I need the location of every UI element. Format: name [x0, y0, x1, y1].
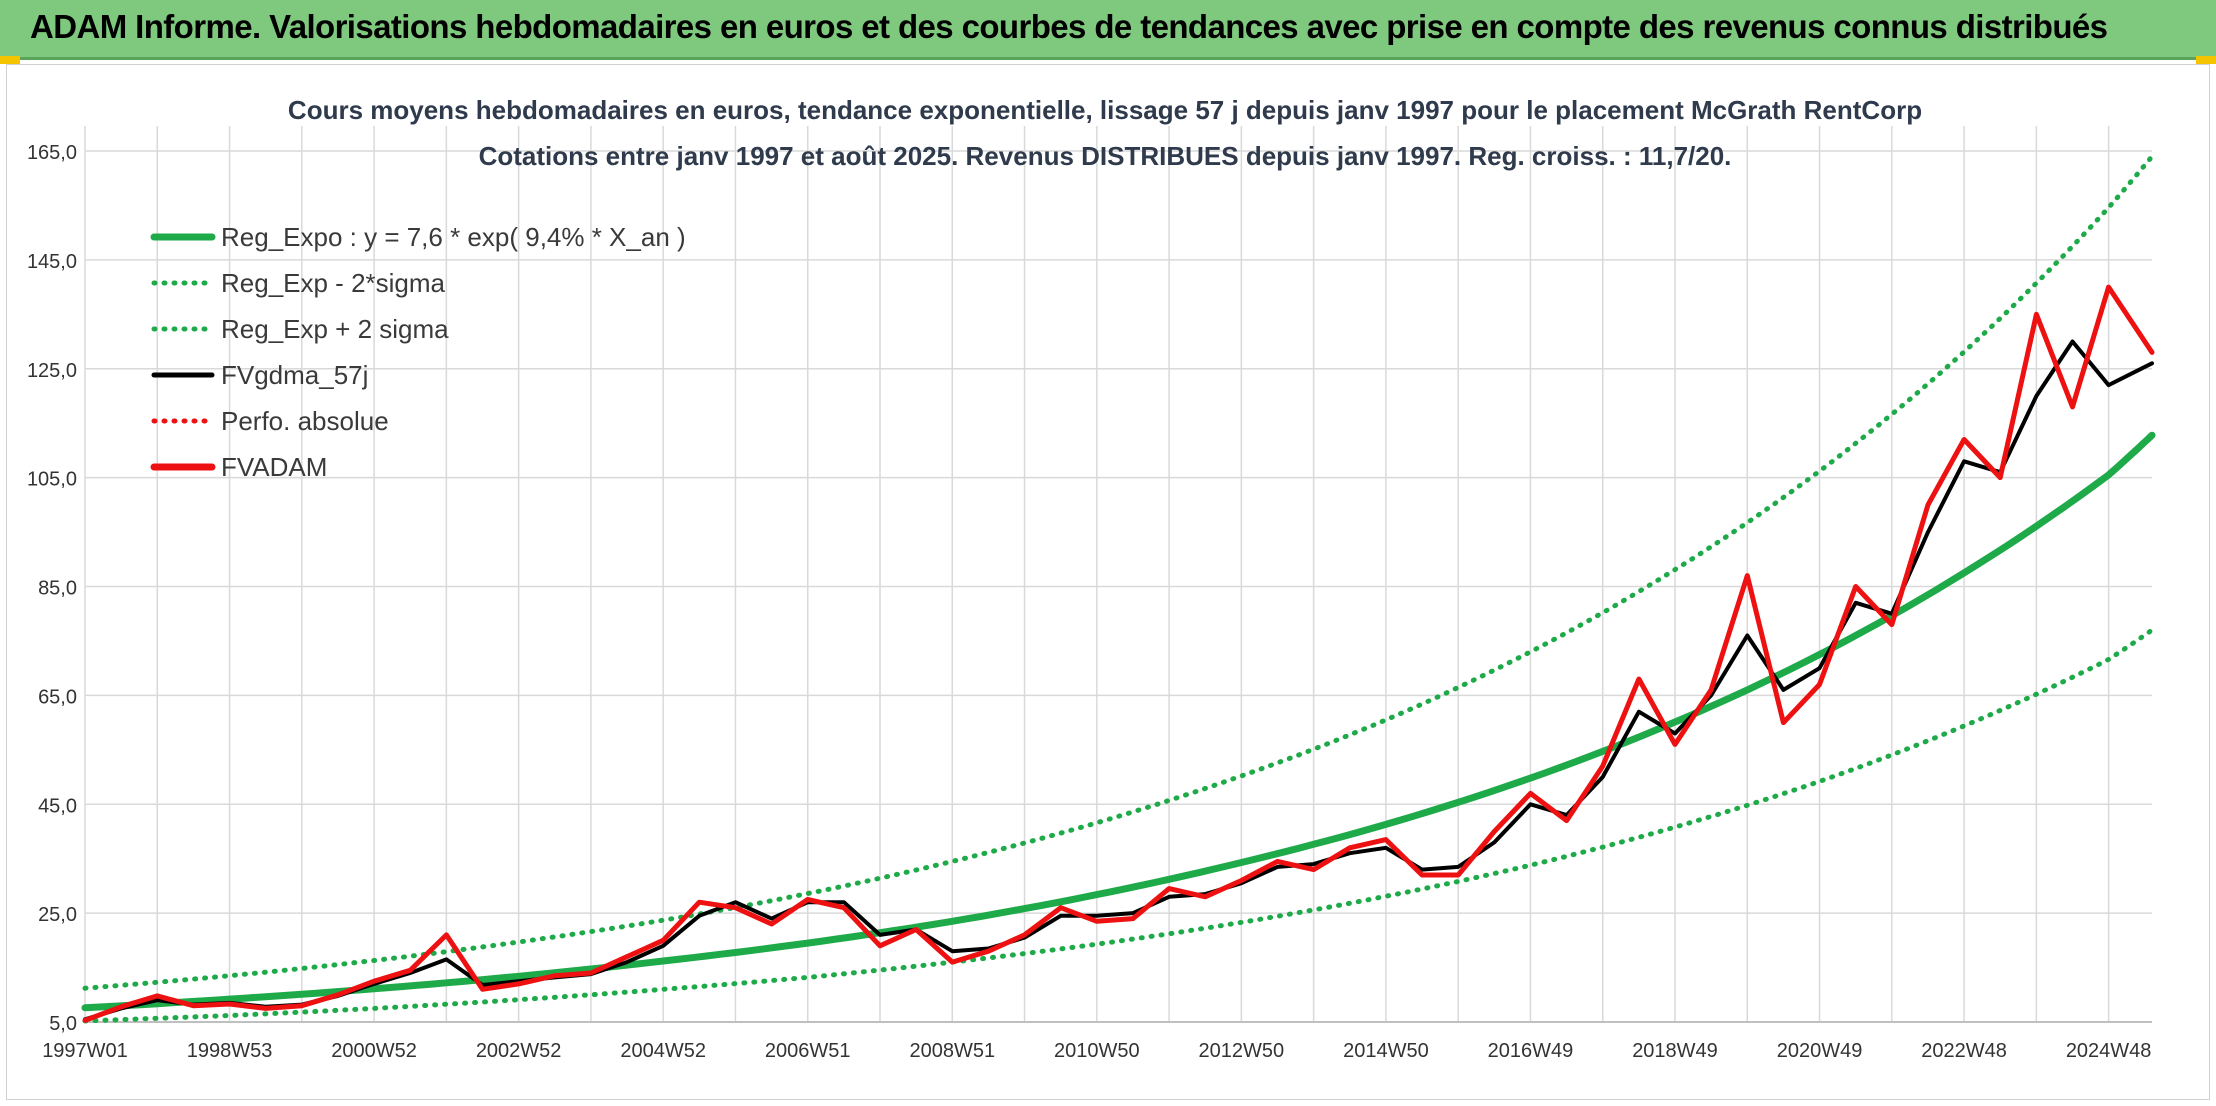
x-tick-label: 2012W50 — [1199, 1040, 1285, 1062]
x-tick-label: 2004W52 — [620, 1040, 706, 1062]
y-tick-label: 65,0 — [38, 686, 77, 708]
x-tick-label: 1998W53 — [187, 1040, 273, 1062]
grid-layer — [84, 126, 2152, 1023]
corner-marker-right — [2196, 56, 2216, 64]
chart-frame — [6, 64, 2210, 1100]
series-layer — [81, 153, 2156, 1024]
corner-marker-left — [0, 56, 20, 64]
x-tick-label: 2008W51 — [909, 1040, 995, 1062]
legend-label: Reg_Exp + 2 sigma — [221, 314, 449, 344]
legend-label: FVgdma_57j — [221, 360, 368, 390]
x-tick-label: 1997W01 — [42, 1040, 128, 1062]
fvadam-line — [82, 284, 2155, 1023]
reg-exp-minus-2sigma-line — [82, 627, 2155, 1024]
chart-subtitle: Cotations entre janv 1997 et août 2025. … — [479, 141, 1732, 171]
x-tick-label: 2016W49 — [1488, 1040, 1574, 1062]
y-tick-label: 45,0 — [38, 795, 77, 817]
x-tick-label: 2002W52 — [476, 1040, 562, 1062]
legend: Reg_Expo : y = 7,6 * exp( 9,4% * X_an ) R… — [150, 222, 686, 482]
y-tick-label: 85,0 — [38, 578, 77, 600]
y-tick-label: 5,0 — [49, 1013, 77, 1035]
legend-label: FVADAM — [221, 452, 327, 482]
x-tick-label: 2006W51 — [765, 1040, 851, 1062]
x-tick-label: 2010W50 — [1054, 1040, 1140, 1062]
x-tick-label: 2018W49 — [1632, 1040, 1718, 1062]
chart-title: Cours moyens hebdomadaires en euros, ten… — [288, 95, 1922, 125]
y-tick-label: 105,0 — [27, 469, 77, 491]
header-bar: ADAM Informe. Valorisations hebdomadaire… — [0, 0, 2216, 60]
reg-exp-plus-2sigma-line — [82, 153, 2155, 991]
legend-label: Reg_Exp - 2*sigma — [221, 268, 446, 298]
y-tick-label: 165,0 — [27, 142, 77, 164]
y-tick-label: 125,0 — [27, 360, 77, 382]
page-title: ADAM Informe. Valorisations hebdomadaire… — [30, 8, 2108, 45]
x-tick-label: 2000W52 — [331, 1040, 417, 1062]
tick-layer: 5,0 25,0 45,0 65,0 85,0 105,0 125,0 145,0 165,0 1… — [27, 142, 2152, 1062]
x-tick-label: 2022W48 — [1921, 1040, 2007, 1062]
legend-label: Perfo. absolue — [221, 406, 389, 436]
fvgdma-57j-line — [83, 339, 2154, 1022]
x-tick-label: 2020W49 — [1777, 1040, 1863, 1062]
y-tick-label: 145,0 — [27, 251, 77, 273]
x-tick-label: 2024W48 — [2066, 1040, 2152, 1062]
y-tick-label: 25,0 — [38, 904, 77, 926]
x-tick-label: 2014W50 — [1343, 1040, 1429, 1062]
legend-label: Reg_Expo : y = 7,6 * exp( 9,4% * X_an ) — [221, 222, 686, 252]
